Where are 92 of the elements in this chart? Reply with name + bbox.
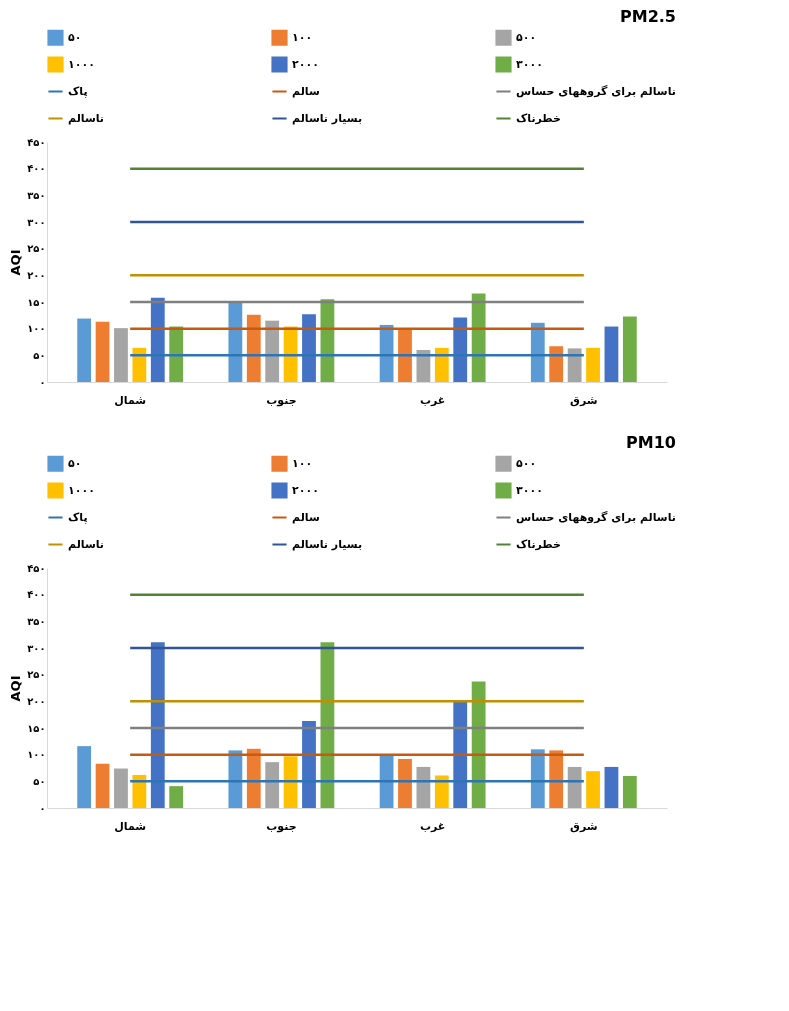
bar <box>132 774 147 808</box>
bar <box>604 326 619 382</box>
legend-label: خطرناک <box>516 537 562 551</box>
legend-label: ۲۰۰۰ <box>292 57 319 71</box>
y-tick-label: ۲۰۰ <box>27 269 46 281</box>
bar <box>398 758 412 808</box>
bar <box>567 348 582 382</box>
bar <box>150 642 165 808</box>
legend-label: ۱۰۰ <box>292 456 313 470</box>
y-tick-label: ۳۵۰ <box>27 189 46 201</box>
y-tick-label: ۳۵۰ <box>27 615 46 627</box>
bar <box>95 321 110 382</box>
bar <box>77 318 92 382</box>
legend-label: ۵۰ <box>68 30 82 44</box>
y-tick-label: ۴۵۰ <box>27 136 46 148</box>
y-tick-label: ۳۰۰ <box>27 216 46 228</box>
bar <box>302 721 316 808</box>
bar <box>246 748 261 808</box>
y-axis-title: AQI <box>8 675 24 702</box>
y-tick-label: ۴۵۰ <box>27 562 46 574</box>
x-tick-label: غرب <box>419 393 446 407</box>
y-tick-label: ۰ <box>39 376 46 388</box>
legend-label: ۵۰۰ <box>516 30 537 44</box>
bar <box>398 328 412 382</box>
x-tick-label: غرب <box>419 819 446 833</box>
y-tick-label: ۰ <box>39 802 46 814</box>
bar <box>169 786 184 808</box>
bar <box>622 316 637 382</box>
bar <box>132 347 147 382</box>
y-tick-label: ۵۰ <box>33 775 46 787</box>
x-tick-label: جنوب <box>266 819 297 833</box>
y-tick-label: ۵۰ <box>33 349 46 361</box>
y-tick-label: ۳۰۰ <box>27 642 46 654</box>
legend-label: بسیار ناسالم <box>292 111 363 125</box>
legend-label: بسیار ناسالم <box>292 537 363 551</box>
legend-label: پاک <box>68 510 88 524</box>
legend-label: ۵۰ <box>68 456 82 470</box>
legend-label: سالم <box>292 510 320 524</box>
bar <box>228 750 243 808</box>
bar <box>586 771 600 808</box>
bar <box>622 776 637 808</box>
y-axis-title: AQI <box>8 249 24 276</box>
legend-label: ۳۰۰۰ <box>516 57 543 71</box>
x-tick-label: جنوب <box>266 393 297 407</box>
bar <box>228 302 243 382</box>
y-tick-label: ۱۵۰ <box>27 296 46 308</box>
legend-label: ۱۰۰۰ <box>68 483 95 497</box>
legend-label: ۱۰۰ <box>292 30 313 44</box>
legend-label: ناسالم برای گروههای حساس <box>516 84 676 98</box>
bar <box>114 768 128 808</box>
chart-title: PM10 <box>626 433 676 452</box>
legend-label: ۵۰۰ <box>516 456 537 470</box>
y-tick-label: ۴۰۰ <box>27 163 46 175</box>
bar <box>453 317 468 382</box>
bar <box>604 766 619 808</box>
bar <box>471 681 486 808</box>
bar <box>567 766 582 808</box>
legend-label: ۳۰۰۰ <box>516 483 543 497</box>
chart-title: PM2.5 <box>620 7 676 26</box>
bar <box>549 750 564 808</box>
y-tick-label: ۴۰۰ <box>27 589 46 601</box>
y-tick-label: ۲۵۰ <box>27 669 46 681</box>
y-tick-label: ۱۵۰ <box>27 722 46 734</box>
legend-label: ۱۰۰۰ <box>68 57 95 71</box>
bar <box>549 346 564 382</box>
bar <box>530 749 545 808</box>
bar <box>150 297 165 382</box>
bar <box>434 775 449 808</box>
legend-label: خطرناک <box>516 111 562 125</box>
legend-label: پاک <box>68 84 88 98</box>
x-tick-label: شمال <box>114 393 147 407</box>
y-tick-label: ۲۵۰ <box>27 243 46 255</box>
bar <box>95 763 110 808</box>
y-tick-label: ۱۰۰ <box>27 323 46 335</box>
bar <box>586 347 600 382</box>
x-tick-label: شرق <box>570 393 598 407</box>
legend-label: ناسالم <box>68 111 104 125</box>
bar <box>265 320 280 382</box>
legend-label: سالم <box>292 84 320 98</box>
bar <box>77 746 92 808</box>
y-tick-label: ۱۰۰ <box>27 749 46 761</box>
bar <box>530 322 545 382</box>
x-tick-label: شرق <box>570 819 598 833</box>
bar <box>302 314 316 382</box>
y-tick-label: ۲۰۰ <box>27 695 46 707</box>
legend-label: ناسالم <box>68 537 104 551</box>
bar <box>434 347 449 382</box>
legend-label: ناسالم برای گروههای حساس <box>516 510 676 524</box>
x-tick-label: شمال <box>114 819 147 833</box>
bar <box>114 328 128 382</box>
bar <box>265 762 280 808</box>
legend-label: ۲۰۰۰ <box>292 483 319 497</box>
